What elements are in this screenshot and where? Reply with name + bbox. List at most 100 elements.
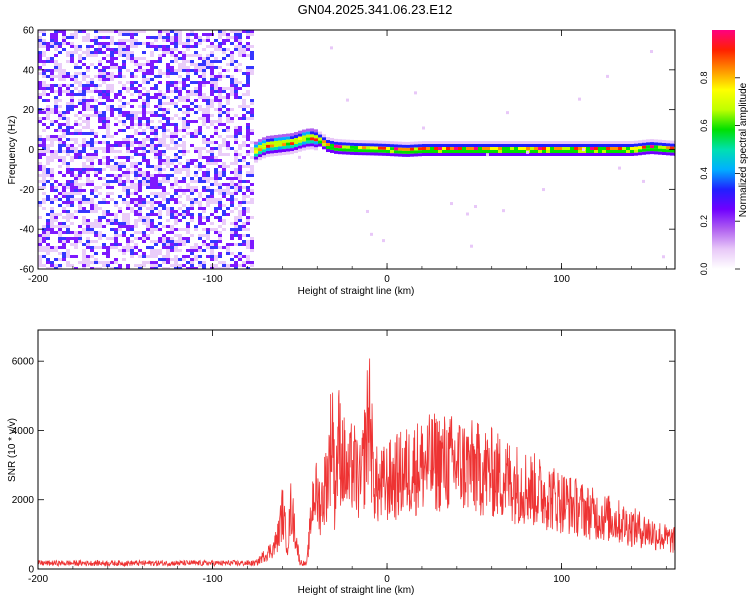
spectrogram-cell — [94, 108, 98, 111]
spectrogram-cell — [54, 189, 58, 192]
spectrogram-cell — [82, 207, 86, 210]
spectrogram-cell — [134, 150, 138, 153]
spectrogram-cell — [50, 213, 54, 216]
spectrogram-cell — [42, 87, 46, 90]
spectrogram-cell — [90, 255, 94, 258]
spectrogram-cell — [454, 150, 458, 153]
spectrogram-cell — [186, 159, 190, 162]
spectrogram-cell — [590, 147, 594, 150]
spectrogram-cell — [170, 42, 174, 45]
spectrogram-cell — [278, 134, 282, 138]
spectrogram-cell — [638, 152, 642, 156]
spectrogram-cell — [114, 219, 118, 222]
spectrogram-cell — [206, 108, 210, 111]
spectrogram-cell — [46, 57, 50, 60]
spectrogram-cell — [154, 264, 158, 267]
spectrogram-cell — [298, 139, 302, 143]
spectrogram-cell — [82, 138, 86, 141]
spectrogram-cell — [106, 159, 110, 162]
spectrogram-cell — [246, 219, 250, 222]
spectrogram-cell — [158, 54, 162, 57]
spectrogram-cell — [50, 249, 54, 252]
spectrogram-cell — [318, 143, 322, 147]
spectrogram-cell — [78, 192, 82, 195]
spectrogram-cell — [126, 189, 130, 192]
spectrogram-cell — [246, 81, 250, 84]
spectrogram-cell — [162, 255, 166, 258]
spectrogram-cell — [286, 142, 290, 146]
spectrogram-cell — [622, 147, 626, 150]
spectrogram-cell — [106, 30, 110, 33]
spectrogram-cell — [222, 183, 226, 186]
spectrogram-cell — [78, 174, 82, 177]
spectrogram-cell — [206, 195, 210, 198]
spectrogram-cell — [78, 30, 82, 33]
spectrogram-cell — [190, 258, 194, 261]
spectrogram-cell — [198, 42, 202, 45]
spectrogram-cell — [106, 150, 110, 153]
spectrogram-cell — [46, 168, 50, 171]
spectrogram-cell — [226, 75, 230, 78]
spectrogram-cell — [62, 78, 66, 81]
spectrogram-cell — [566, 150, 570, 153]
spectrogram-cell — [350, 151, 354, 155]
spectrogram-cell — [130, 210, 134, 213]
spectrogram-cell — [394, 153, 398, 157]
spectrogram-cell — [234, 132, 238, 135]
spectrogram-cell — [342, 139, 346, 143]
spectrogram-cell — [130, 201, 134, 204]
spectrogram-cell — [122, 114, 126, 117]
spectrogram-cell — [118, 30, 122, 33]
spectrogram-cell — [122, 213, 126, 216]
spectrogram-cell — [390, 153, 394, 157]
spectrogram-cell — [602, 153, 606, 156]
spectrogram-cell — [338, 151, 342, 155]
spectrogram-cell — [242, 93, 246, 96]
spectrogram-cell — [222, 96, 226, 99]
spectrogram-cell — [150, 63, 154, 66]
spectrogram-cell — [654, 139, 658, 143]
spectrogram-cell — [146, 138, 150, 141]
spectrogram-cell — [226, 69, 230, 72]
spectrogram-cell — [74, 216, 78, 219]
spectrogram-cell — [146, 228, 150, 231]
spectrogram-cell — [178, 87, 182, 90]
spectrogram-cell — [258, 145, 262, 149]
figure-title: GN04.2025.341.06.23.E12 — [298, 2, 453, 17]
spectrogram-cell — [122, 219, 126, 222]
spectrogram-cell — [62, 222, 66, 225]
spectrogram-cell — [158, 72, 162, 75]
spectrogram-cell — [298, 133, 302, 137]
spectrogram-cell — [234, 183, 238, 186]
spectrogram-cell — [450, 153, 454, 156]
spectrogram-cell — [250, 201, 254, 204]
spectrogram-cell — [162, 189, 166, 192]
spectrogram-cell — [206, 228, 210, 231]
spectrogram-cell — [74, 48, 78, 51]
spectrogram-cell — [102, 150, 106, 153]
spectrogram-cell — [210, 177, 214, 180]
spectrogram-cell — [446, 141, 450, 144]
spectrogram-cell — [358, 140, 362, 144]
spectrogram-cell — [314, 138, 318, 142]
spectrogram-cell — [230, 237, 234, 240]
spectrogram-cell — [194, 258, 198, 261]
spectrogram-cell — [178, 66, 182, 69]
spectrogram-cell — [590, 153, 594, 156]
spectrogram-cell — [82, 252, 86, 255]
spectrogram-cell — [174, 243, 178, 246]
spectrogram-cell — [166, 33, 170, 36]
spectrogram-cell — [206, 102, 210, 105]
spectrogram-cell — [262, 137, 266, 141]
spectrogram-cell — [82, 150, 86, 153]
spectrogram-cell — [154, 126, 158, 129]
spectrogram-cell — [614, 141, 618, 144]
spectrogram-cell — [182, 66, 186, 69]
spectrogram-y-tick-label: 20 — [23, 105, 35, 116]
spectrogram-cell — [242, 135, 246, 138]
spectrogram-cell — [174, 171, 178, 174]
spectrogram-cell — [46, 48, 50, 51]
spectrogram-cell — [142, 216, 146, 219]
